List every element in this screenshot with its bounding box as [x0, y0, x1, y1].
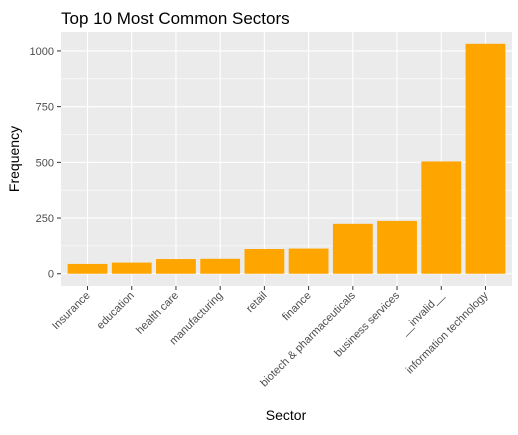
- bar: [377, 221, 417, 274]
- bar: [289, 249, 329, 274]
- x-tick-label: Insurance: [50, 290, 93, 333]
- y-tick-label: 500: [36, 157, 54, 169]
- bar: [112, 263, 152, 274]
- y-tick-label: 250: [36, 213, 54, 225]
- bar: [68, 264, 108, 274]
- x-tick-label: retail: [244, 290, 269, 315]
- y-tick-label: 750: [36, 102, 54, 114]
- bar: [421, 161, 461, 273]
- chart-title: Top 10 Most Common Sectors: [61, 9, 290, 28]
- bar: [244, 249, 284, 274]
- bar: [200, 259, 240, 274]
- x-tick-label: information technology: [404, 289, 491, 376]
- bar: [156, 259, 196, 274]
- y-axis: 0 250 500 750 1000: [30, 46, 61, 281]
- y-tick-label: 0: [48, 269, 54, 281]
- x-axis-title: Sector: [266, 407, 307, 423]
- bar: [333, 224, 373, 274]
- bar: [466, 44, 506, 274]
- x-tick-label: finance: [280, 290, 314, 324]
- y-tick-label: 1000: [30, 46, 54, 58]
- x-tick-label: education: [95, 290, 137, 332]
- y-axis-title: Frequency: [6, 126, 22, 192]
- x-tick-label: health care: [134, 290, 181, 337]
